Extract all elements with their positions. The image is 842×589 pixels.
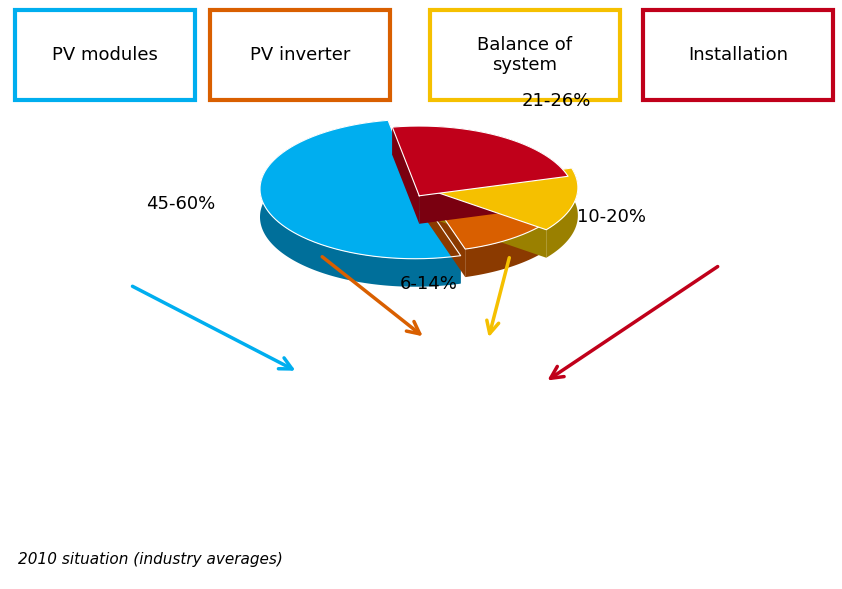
Text: Balance of
system: Balance of system	[477, 35, 573, 74]
Polygon shape	[260, 120, 461, 259]
Polygon shape	[423, 168, 578, 230]
Polygon shape	[546, 168, 578, 258]
Polygon shape	[260, 120, 461, 287]
Text: PV modules: PV modules	[52, 46, 158, 64]
Text: 6-14%: 6-14%	[400, 275, 458, 293]
Text: 45-60%: 45-60%	[146, 195, 215, 213]
Text: 21-26%: 21-26%	[522, 92, 591, 110]
Text: Installation: Installation	[688, 46, 788, 64]
Polygon shape	[423, 187, 546, 258]
Polygon shape	[388, 120, 415, 217]
Polygon shape	[419, 183, 543, 249]
Polygon shape	[419, 183, 543, 253]
Polygon shape	[419, 176, 568, 224]
Text: 10-20%: 10-20%	[577, 208, 646, 226]
FancyBboxPatch shape	[430, 10, 620, 100]
FancyBboxPatch shape	[643, 10, 833, 100]
Polygon shape	[392, 126, 568, 204]
Polygon shape	[419, 183, 466, 277]
Polygon shape	[415, 189, 461, 284]
FancyBboxPatch shape	[15, 10, 195, 100]
Text: PV inverter: PV inverter	[250, 46, 350, 64]
Polygon shape	[392, 127, 419, 224]
Polygon shape	[392, 126, 568, 196]
Polygon shape	[466, 224, 543, 277]
Text: 2010 situation (industry averages): 2010 situation (industry averages)	[18, 552, 283, 567]
FancyBboxPatch shape	[210, 10, 390, 100]
Polygon shape	[423, 168, 572, 216]
